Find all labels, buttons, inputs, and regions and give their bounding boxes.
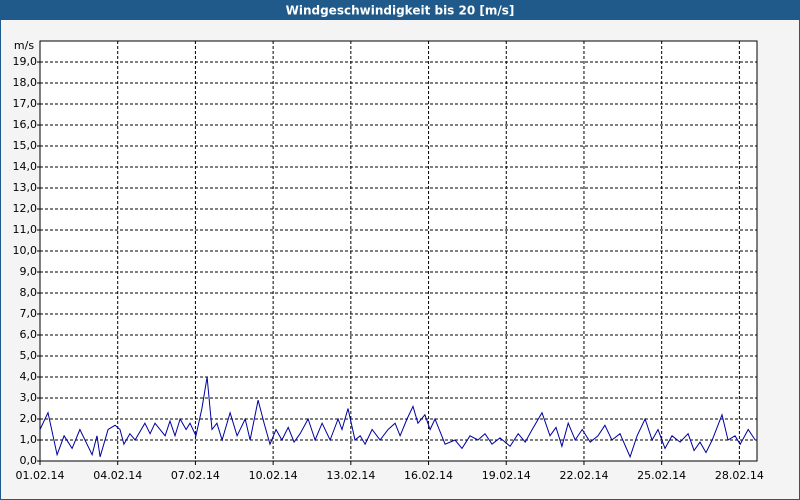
- x-tick-label: 10.02.14: [249, 469, 298, 482]
- y-tick-label: 1,0: [20, 433, 38, 446]
- x-tick-label: 07.02.14: [171, 469, 220, 482]
- y-tick-label: 3,0: [20, 391, 38, 404]
- y-axis-label: m/s: [14, 39, 34, 52]
- y-tick-label: 6,0: [20, 328, 38, 341]
- y-tick-label: 7,0: [20, 307, 38, 320]
- x-tick-label: 04.02.14: [93, 469, 142, 482]
- y-tick-label: 8,0: [20, 286, 38, 299]
- y-tick-label: 4,0: [20, 370, 38, 383]
- y-tick-label: 19,0: [13, 55, 38, 68]
- x-tick-label: 25.02.14: [637, 469, 686, 482]
- title-bar: [0, 0, 800, 20]
- y-tick-label: 11,0: [13, 223, 38, 236]
- y-tick-label: 9,0: [20, 265, 38, 278]
- y-tick-label: 17,0: [13, 97, 38, 110]
- y-tick-label: 18,0: [13, 76, 38, 89]
- x-tick-label: 01.02.14: [16, 469, 65, 482]
- x-tick-label: 16.02.14: [404, 469, 453, 482]
- y-tick-label: 16,0: [13, 118, 38, 131]
- x-tick-label: 28.02.14: [715, 469, 764, 482]
- y-tick-label: 10,0: [13, 244, 38, 257]
- y-tick-label: 0,0: [20, 454, 38, 467]
- y-tick-label: 12,0: [13, 202, 38, 215]
- y-tick-label: 13,0: [13, 181, 38, 194]
- y-tick-label: 5,0: [20, 349, 38, 362]
- chart-title: Windgeschwindigkeit bis 20 [m/s]: [286, 4, 515, 18]
- y-tick-label: 15,0: [13, 139, 38, 152]
- x-tick-label: 22.02.14: [559, 469, 608, 482]
- y-tick-label: 14,0: [13, 160, 38, 173]
- data-line: [39, 376, 756, 459]
- x-tick-label: 13.02.14: [326, 469, 375, 482]
- y-tick-label: 2,0: [20, 412, 38, 425]
- x-tick-label: 19.02.14: [482, 469, 531, 482]
